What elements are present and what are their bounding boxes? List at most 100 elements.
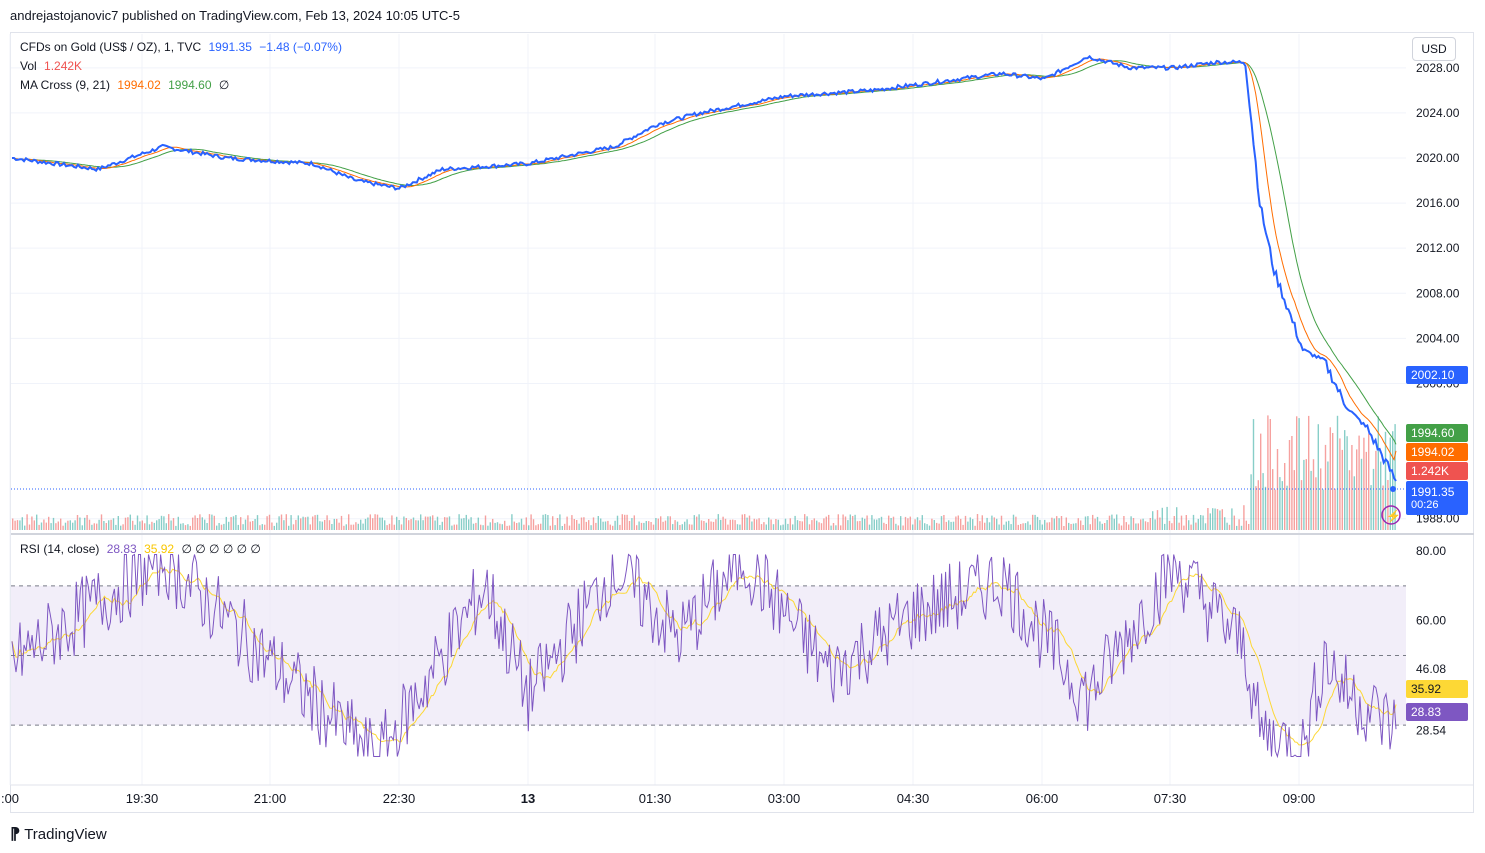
volume-bar xyxy=(364,518,367,530)
volume-bar xyxy=(912,524,914,530)
volume-bar xyxy=(715,519,717,530)
volume-bar xyxy=(1173,516,1175,530)
volume-bar xyxy=(108,520,110,530)
volume-bar xyxy=(1154,519,1156,530)
volume-bar xyxy=(1125,522,1127,530)
volume-bar xyxy=(232,516,235,530)
volume-bar xyxy=(753,518,755,530)
ma-legend[interactable]: MA Cross (9, 21) 1994.02 1994.60 ∅ xyxy=(20,78,233,92)
volume-bar xyxy=(1346,436,1348,530)
volume-bar xyxy=(936,522,938,530)
volume-bar xyxy=(1212,508,1214,530)
tag-rsi-ma: 35.92 xyxy=(1406,680,1468,698)
volume-bar xyxy=(614,520,616,530)
volume-bar xyxy=(405,518,407,530)
currency-button[interactable]: USD xyxy=(1412,37,1456,61)
volume-bar xyxy=(506,525,508,530)
volume-bar xyxy=(487,525,489,530)
volume-bar xyxy=(456,524,458,530)
tag-last-price: 1991.35 00:26 xyxy=(1406,481,1468,515)
volume-bar xyxy=(1348,470,1351,530)
volume-bar xyxy=(1300,480,1303,530)
tag-ma-fast: 1994.02 xyxy=(1406,443,1468,461)
volume-bar xyxy=(146,515,148,530)
volume-legend[interactable]: Vol 1.242K xyxy=(20,59,86,73)
rsi-legend[interactable]: RSI (14, close) 28.83 35.92 ∅ ∅ ∅ ∅ ∅ ∅ xyxy=(20,542,265,556)
volume-bar xyxy=(218,523,220,530)
footer-brand[interactable]: ⁋ TradingView xyxy=(10,824,107,844)
volume-bar xyxy=(571,515,573,530)
volume-bar xyxy=(199,514,201,530)
price-tick-label: 1988.00 xyxy=(1416,512,1460,526)
volume-bar xyxy=(396,516,398,530)
volume-bar xyxy=(1336,415,1339,530)
volume-bar xyxy=(681,524,683,530)
volume-bar xyxy=(175,525,177,530)
volume-bar xyxy=(436,516,439,530)
volume-bar xyxy=(669,516,671,530)
volume-bar xyxy=(1279,477,1281,530)
volume-bar xyxy=(1020,524,1022,530)
volume-bar xyxy=(98,519,100,530)
time-tick-label: 07:30 xyxy=(1154,791,1187,806)
volume-bar xyxy=(1308,415,1310,530)
volume-bar xyxy=(926,524,928,530)
volume-bar xyxy=(631,518,633,530)
volume-bar xyxy=(1034,514,1036,530)
volume-bar xyxy=(508,525,511,530)
volume-bar xyxy=(297,515,299,530)
volume-bar xyxy=(621,514,623,530)
volume-bar xyxy=(1262,473,1264,530)
volume-bar xyxy=(686,519,688,530)
volume-bar xyxy=(672,524,674,530)
volume-bar xyxy=(91,524,93,530)
volume-bar xyxy=(712,521,715,530)
volume-bar xyxy=(976,514,979,530)
volume-bar xyxy=(1003,524,1005,530)
ma-extra: ∅ xyxy=(218,78,230,92)
volume-bar xyxy=(1305,459,1307,530)
tag-countdown: 00:26 xyxy=(1411,499,1439,511)
volume-bar xyxy=(1351,445,1353,530)
volume-bar xyxy=(919,520,921,530)
volume-bar xyxy=(772,524,775,530)
volume-bar xyxy=(1044,519,1046,530)
volume-bar xyxy=(801,521,803,530)
volume-bar xyxy=(1147,522,1149,530)
symbol-legend[interactable]: CFDs on Gold (US$ / OZ), 1, TVC 1991.35 … xyxy=(20,40,346,54)
volume-bar xyxy=(211,514,213,530)
volume-bar xyxy=(986,517,988,530)
volume-bar xyxy=(367,517,369,530)
volume-bar xyxy=(1099,521,1101,530)
volume-bar xyxy=(201,517,203,530)
volume-bar xyxy=(902,525,904,530)
volume-bar xyxy=(950,521,952,530)
volume-bar xyxy=(952,521,955,530)
volume-bar xyxy=(650,522,652,530)
volume-bar xyxy=(468,519,470,530)
time-tick-label: 01:30 xyxy=(639,791,672,806)
volume-bar xyxy=(96,523,98,530)
volume-bar xyxy=(844,516,847,530)
volume-bar xyxy=(787,523,789,530)
volume-bar xyxy=(780,525,782,530)
volume-bar xyxy=(117,516,119,530)
volume-bar xyxy=(1394,424,1396,530)
volume-bar xyxy=(928,525,931,530)
volume-bar xyxy=(261,524,263,530)
volume-bar xyxy=(849,514,851,530)
volume-bar xyxy=(856,521,859,530)
volume-bar xyxy=(996,518,998,530)
volume-bar xyxy=(1365,451,1367,530)
volume-bar xyxy=(300,518,302,530)
volume-bar xyxy=(1272,469,1274,530)
price-tick-label: 2020.00 xyxy=(1416,151,1460,165)
volume-bar xyxy=(729,519,731,530)
volume-bar xyxy=(475,522,477,530)
volume-bar xyxy=(955,516,957,530)
volume-bar xyxy=(1293,470,1295,530)
volume-bar xyxy=(892,516,895,530)
volume-bar xyxy=(868,524,871,530)
price-line xyxy=(12,54,1397,482)
